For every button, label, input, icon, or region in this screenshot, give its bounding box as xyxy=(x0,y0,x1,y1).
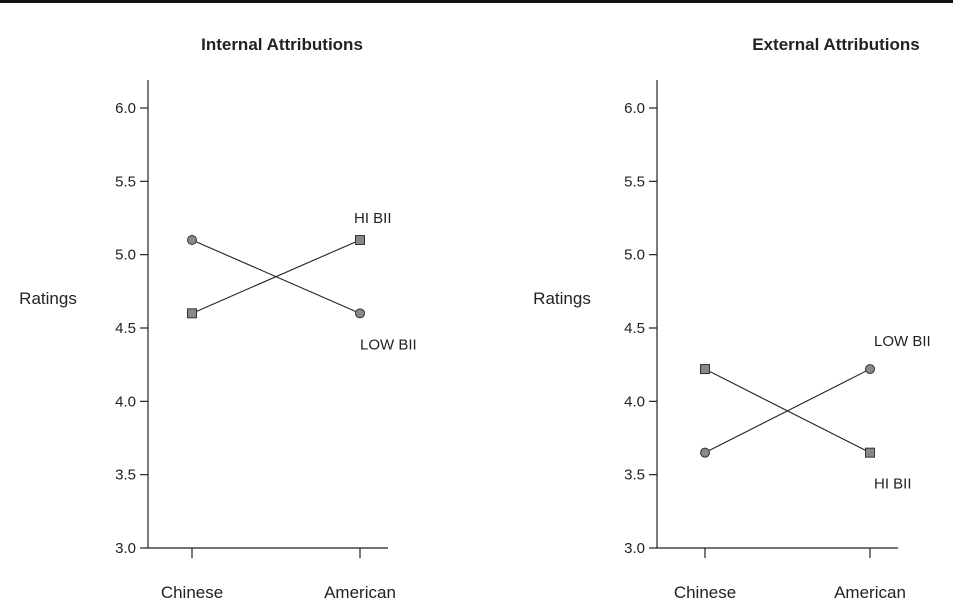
series-label-hi-bii: HI BII xyxy=(354,210,392,227)
y-tick-label: 4.5 xyxy=(624,320,645,337)
square-marker xyxy=(187,308,197,319)
series-line-low-bii xyxy=(704,368,871,454)
circle-marker xyxy=(865,364,875,375)
y-axis-label-internal: Ratings xyxy=(19,289,77,308)
series-line-low-bii xyxy=(191,239,361,314)
square-marker xyxy=(865,447,875,458)
y-tick-label: 4.0 xyxy=(115,393,136,410)
y-tick-label: 3.0 xyxy=(624,540,645,557)
circle-marker xyxy=(187,235,197,245)
square-marker xyxy=(700,364,710,375)
series-label-low-bii: LOW BII xyxy=(360,336,417,353)
top-rule xyxy=(0,0,953,3)
y-tick-label: 6.0 xyxy=(624,100,645,117)
y-tick-label: 6.0 xyxy=(115,100,136,117)
y-tick-label: 4.5 xyxy=(115,320,136,337)
x-category-american-external: American xyxy=(834,583,906,602)
series-label-low-bii: LOW BII xyxy=(874,333,931,350)
y-axis-label-external: Ratings xyxy=(533,289,591,308)
square-marker xyxy=(355,235,365,245)
chart-title-internal: Internal Attributions xyxy=(201,35,363,54)
chart-title-external: External Attributions xyxy=(752,35,920,54)
y-tick-label: 3.5 xyxy=(624,467,645,484)
circle-marker xyxy=(700,447,710,458)
y-tick-label: 3.5 xyxy=(115,467,136,484)
x-category-chinese-external: Chinese xyxy=(674,583,736,602)
y-tick-label: 5.0 xyxy=(624,247,645,264)
y-tick-label: 5.5 xyxy=(115,173,136,190)
y-tick-label: 3.0 xyxy=(115,540,136,557)
internal-attributions-panel: Internal Attributions Ratings Chinese Am… xyxy=(19,35,417,602)
external-attributions-panel: External Attributions Ratings Chinese Am… xyxy=(533,35,931,602)
y-tick-label: 5.0 xyxy=(115,247,136,264)
y-tick-label: 5.5 xyxy=(624,173,645,190)
x-category-chinese-internal: Chinese xyxy=(161,583,223,602)
y-tick-label: 4.0 xyxy=(624,393,645,410)
circle-marker xyxy=(355,308,365,319)
series-label-hi-bii: HI BII xyxy=(874,476,912,493)
x-category-american-internal: American xyxy=(324,583,396,602)
